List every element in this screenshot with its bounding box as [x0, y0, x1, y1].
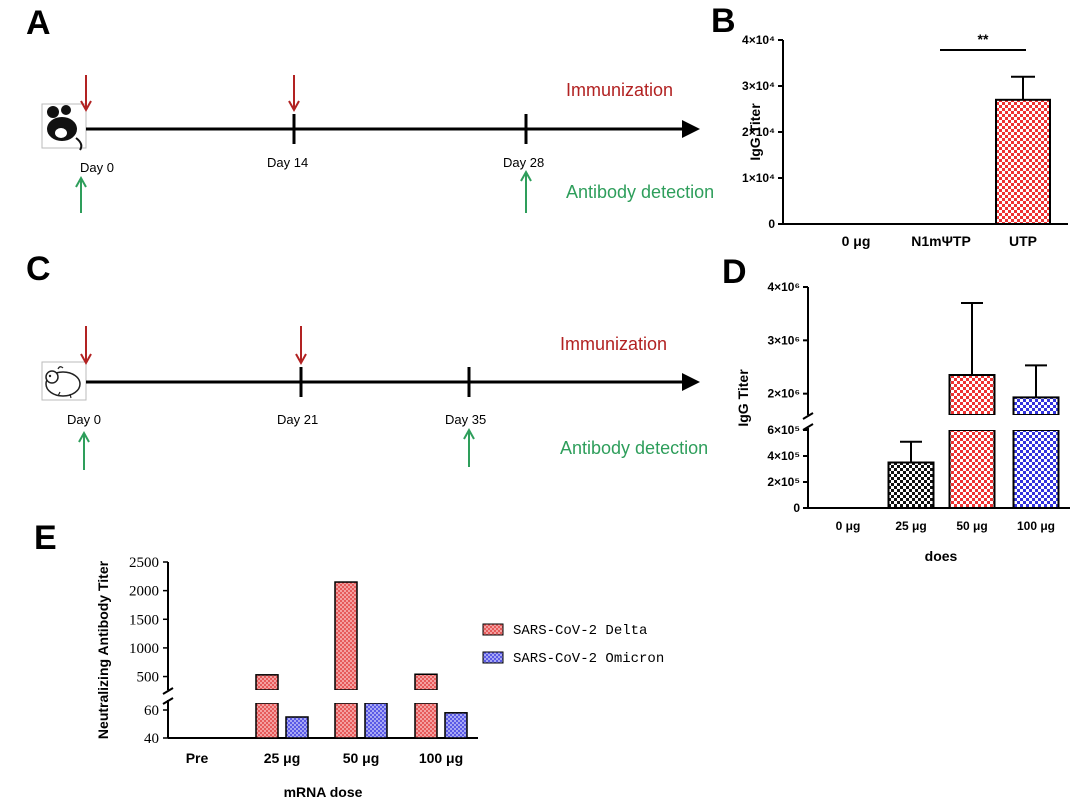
bar-upper: [948, 374, 996, 416]
y-tick-label: 2×10⁴: [742, 125, 775, 139]
y-axis-label: Neutralizing Antibody Titer: [95, 560, 111, 739]
panel-letter-d: D: [722, 253, 747, 291]
bar-lower: [414, 702, 438, 739]
bar-upper: [255, 674, 279, 691]
antibody-detection-label: Antibody detection: [566, 182, 714, 202]
x-tick-label: 0 μg: [836, 519, 861, 533]
bar-break-gap: [334, 690, 358, 703]
y-tick-label: 60: [144, 703, 159, 719]
immunization-label: Immunization: [560, 334, 667, 354]
chart-e: E 40 60 500 1000 1500 2000 2500 Pre 25 μg 50 μg 10…: [34, 519, 664, 800]
bar-break-gap: [364, 690, 388, 703]
axis-break-mark: [162, 697, 174, 705]
x-tick-label: UTP: [1009, 233, 1037, 249]
timeline-arrowhead-c: [682, 373, 700, 391]
bar-break-gap: [414, 690, 438, 703]
y-tick-label: 2×10⁵: [767, 475, 800, 489]
y-tick-label: 6×10⁵: [767, 423, 800, 437]
panel-letter-e: E: [34, 519, 57, 557]
y-tick-label: 0: [793, 501, 800, 515]
day-label: Day 0: [80, 160, 114, 175]
significance-label: **: [978, 31, 989, 47]
y-axis-label: IgG Titer: [747, 103, 763, 161]
detection-arrows-c: [78, 427, 475, 470]
panel-c: C Day 0 Day 21 Day 35 Immunization Antib…: [26, 250, 708, 470]
mouse-icon: [41, 103, 87, 151]
immunization-arrows-a: [80, 75, 300, 113]
chart-d: D 0 2×10⁵ 4×10⁵ 6×10⁵ 2×10⁶ 3×10⁶ 4×10⁶ 0 μg 25 …: [722, 253, 1070, 564]
x-tick-label: 100 μg: [1017, 519, 1055, 533]
bar-lower: [1012, 429, 1060, 509]
y-tick-label: 4×10⁶: [767, 280, 800, 294]
bar-break-gap: [948, 415, 996, 430]
x-tick-label: Pre: [186, 750, 209, 766]
y-tick-label: 3×10⁶: [767, 333, 800, 347]
bar: [887, 461, 935, 509]
x-tick-label: 0 μg: [842, 233, 871, 249]
x-tick-label: 100 μg: [419, 750, 463, 766]
chart-b: B 0 1×10⁴ 2×10⁴ 3×10⁴ 4×10⁴ 0 μg N1mΨTP UTP IgG …: [711, 2, 1068, 249]
bar-lower: [364, 702, 388, 739]
panel-letter-b: B: [711, 2, 736, 40]
x-axis-label: mRNA dose: [284, 784, 363, 800]
y-tick-label: 3×10⁴: [742, 79, 775, 93]
y-tick-label: 4×10⁴: [742, 33, 775, 47]
panel-a: A Day 0 Day 14 Day 28 Immunization Antib: [26, 4, 714, 213]
legend-swatch: [482, 651, 504, 664]
day-label: Day 14: [267, 155, 308, 170]
x-tick-label: 25 μg: [264, 750, 301, 766]
day-label: Day 35: [445, 412, 486, 427]
x-tick-label: 50 μg: [343, 750, 380, 766]
y-tick-label: 1×10⁴: [742, 171, 775, 185]
day-label: Day 28: [503, 155, 544, 170]
panel-letter-a: A: [26, 4, 51, 42]
x-axis-label: does: [925, 548, 958, 564]
day-label: Day 21: [277, 412, 318, 427]
panel-letter-c: C: [26, 250, 51, 288]
bar-upper: [414, 673, 438, 691]
legend-label: SARS-CoV-2 Delta: [513, 623, 647, 639]
y-tick-label: 2500: [129, 555, 159, 571]
bar-lower: [255, 702, 279, 739]
y-tick-label: 1000: [129, 641, 159, 657]
day-label: Day 0: [67, 412, 101, 427]
x-tick-label: 50 μg: [956, 519, 987, 533]
immunization-label: Immunization: [566, 80, 673, 100]
axis-break-mark: [162, 687, 174, 695]
y-tick-label: 2×10⁶: [767, 387, 800, 401]
antibody-detection-label: Antibody detection: [560, 438, 708, 458]
bar-lower: [948, 429, 996, 509]
axis-break-mark: [802, 412, 814, 420]
y-tick-label: 1500: [129, 612, 159, 628]
y-tick-label: 4×10⁵: [767, 449, 800, 463]
bar-break-gap: [255, 690, 279, 703]
y-tick-label: 0: [768, 217, 775, 231]
y-tick-label: 40: [144, 731, 159, 747]
y-tick-label: 500: [137, 670, 160, 686]
detection-arrows-a: [75, 169, 532, 213]
bar-upper: [334, 581, 358, 691]
legend-swatch: [482, 623, 504, 636]
bar: [995, 98, 1051, 225]
x-tick-label: 25 μg: [895, 519, 926, 533]
immunization-arrows-c: [80, 326, 307, 366]
hamster-icon: [41, 361, 87, 401]
bar-lower: [334, 702, 358, 739]
bar: [444, 712, 468, 739]
y-tick-label: 2000: [129, 584, 159, 600]
bar: [285, 716, 309, 739]
x-tick-label: N1mΨTP: [911, 233, 971, 249]
timeline-arrowhead-a: [682, 120, 700, 138]
legend-label: SARS-CoV-2 Omicron: [513, 651, 664, 667]
bar-break-gap: [1012, 415, 1060, 430]
bar-upper: [1012, 396, 1060, 416]
y-axis-label: IgG Titer: [735, 369, 751, 427]
